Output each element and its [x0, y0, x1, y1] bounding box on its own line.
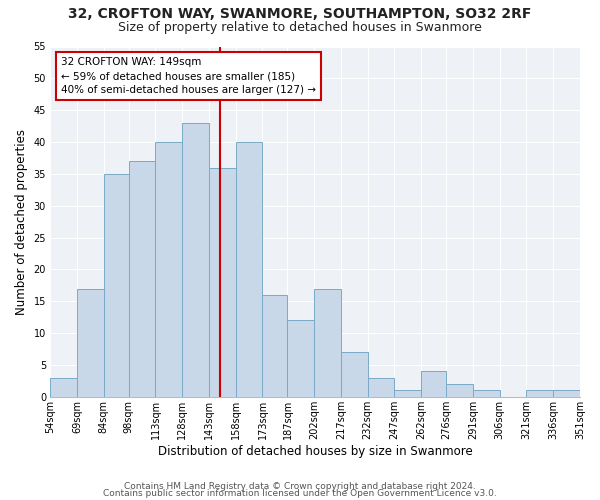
Text: Contains public sector information licensed under the Open Government Licence v3: Contains public sector information licen… — [103, 489, 497, 498]
Bar — [341, 352, 368, 397]
Bar — [155, 142, 182, 397]
Bar — [50, 378, 77, 397]
Bar — [104, 174, 129, 397]
X-axis label: Distribution of detached houses by size in Swanmore: Distribution of detached houses by size … — [158, 444, 472, 458]
Text: Size of property relative to detached houses in Swanmore: Size of property relative to detached ho… — [118, 21, 482, 34]
Bar — [473, 390, 500, 397]
Bar — [129, 161, 155, 397]
Bar — [182, 123, 209, 397]
Bar — [421, 372, 446, 397]
Bar — [287, 320, 314, 397]
Bar — [446, 384, 473, 397]
Bar — [394, 390, 421, 397]
Bar — [553, 390, 580, 397]
Text: Contains HM Land Registry data © Crown copyright and database right 2024.: Contains HM Land Registry data © Crown c… — [124, 482, 476, 491]
Bar — [262, 295, 287, 397]
Y-axis label: Number of detached properties: Number of detached properties — [15, 128, 28, 314]
Bar — [77, 288, 104, 397]
Text: 32 CROFTON WAY: 149sqm
← 59% of detached houses are smaller (185)
40% of semi-de: 32 CROFTON WAY: 149sqm ← 59% of detached… — [61, 57, 316, 95]
Bar — [314, 288, 341, 397]
Text: 32, CROFTON WAY, SWANMORE, SOUTHAMPTON, SO32 2RF: 32, CROFTON WAY, SWANMORE, SOUTHAMPTON, … — [68, 8, 532, 22]
Bar — [526, 390, 553, 397]
Bar — [368, 378, 394, 397]
Bar — [209, 168, 236, 397]
Bar — [236, 142, 262, 397]
